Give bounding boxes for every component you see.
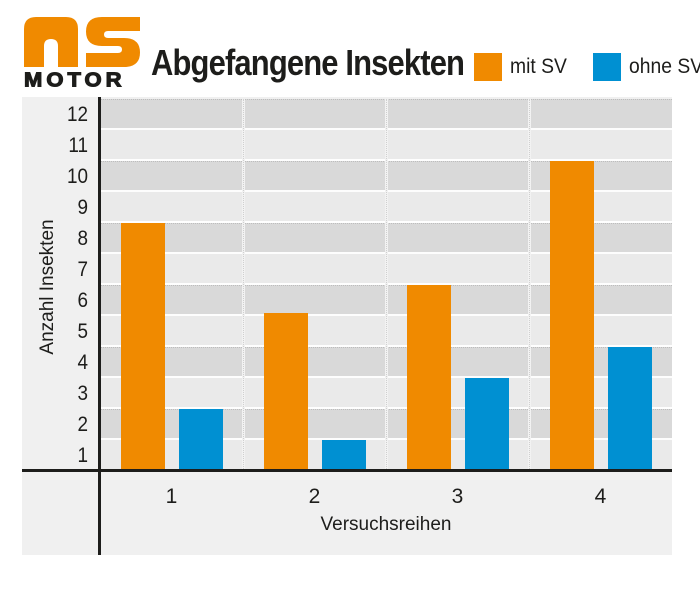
bar-ohne-sv-1 <box>179 409 223 471</box>
x-tick-4: 4 <box>594 485 607 508</box>
y-tick-9: 9 <box>77 196 88 219</box>
x-axis-title: Versuchsreihen <box>320 514 452 535</box>
logo-motor-text: MOTOR <box>23 68 126 92</box>
plot-area <box>100 99 672 471</box>
legend-label-mit-sv: mit SV <box>510 55 567 78</box>
y-tick-12: 12 <box>66 103 88 126</box>
bar-ohne-sv-3 <box>465 378 509 471</box>
legend-item-mit-sv: mit SV <box>474 53 572 81</box>
bar-ohne-sv-4 <box>608 347 652 471</box>
x-axis-line <box>22 469 672 472</box>
as-motor-logo: MOTOR <box>23 17 142 92</box>
y-axis-line <box>98 97 101 555</box>
x-axis-labels: 1 2 3 4 <box>100 485 672 511</box>
x-tick-1: 1 <box>165 485 178 508</box>
y-tick-6: 6 <box>77 289 88 312</box>
y-tick-10: 10 <box>66 165 88 188</box>
y-axis-title: Anzahl Insekten <box>37 219 58 355</box>
y-tick-7: 7 <box>77 258 88 281</box>
bar-mit-sv-2 <box>264 312 308 471</box>
column-separator <box>385 99 388 471</box>
bar-mit-sv-3 <box>407 285 451 471</box>
y-tick-4: 4 <box>77 351 88 374</box>
legend-swatch-orange-icon <box>474 53 502 81</box>
y-tick-5: 5 <box>77 320 88 343</box>
y-tick-1: 1 <box>77 444 88 467</box>
y-tick-2: 2 <box>77 413 88 436</box>
y-tick-3: 3 <box>77 382 88 405</box>
bar-mit-sv-4 <box>550 161 594 471</box>
bar-mit-sv-1 <box>121 223 165 471</box>
column-separator <box>242 99 245 471</box>
bar-ohne-sv-2 <box>322 440 366 471</box>
y-tick-8: 8 <box>77 227 88 250</box>
legend-swatch-blue-icon <box>592 53 621 81</box>
logo-as-icon <box>24 17 140 67</box>
y-axis-labels: 12 11 10 9 8 7 6 5 4 3 2 1 <box>22 99 88 471</box>
x-tick-3: 3 <box>451 485 464 508</box>
legend-item-ohne-sv: ohne SV <box>592 53 700 81</box>
legend-label-ohne-sv: ohne SV <box>628 55 700 78</box>
legend: mit SV ohne SV <box>474 53 700 81</box>
column-separator <box>528 99 531 471</box>
x-tick-2: 2 <box>308 485 321 508</box>
y-tick-11: 11 <box>68 134 88 157</box>
chart-title: Abgefangene Insekten <box>151 42 465 83</box>
